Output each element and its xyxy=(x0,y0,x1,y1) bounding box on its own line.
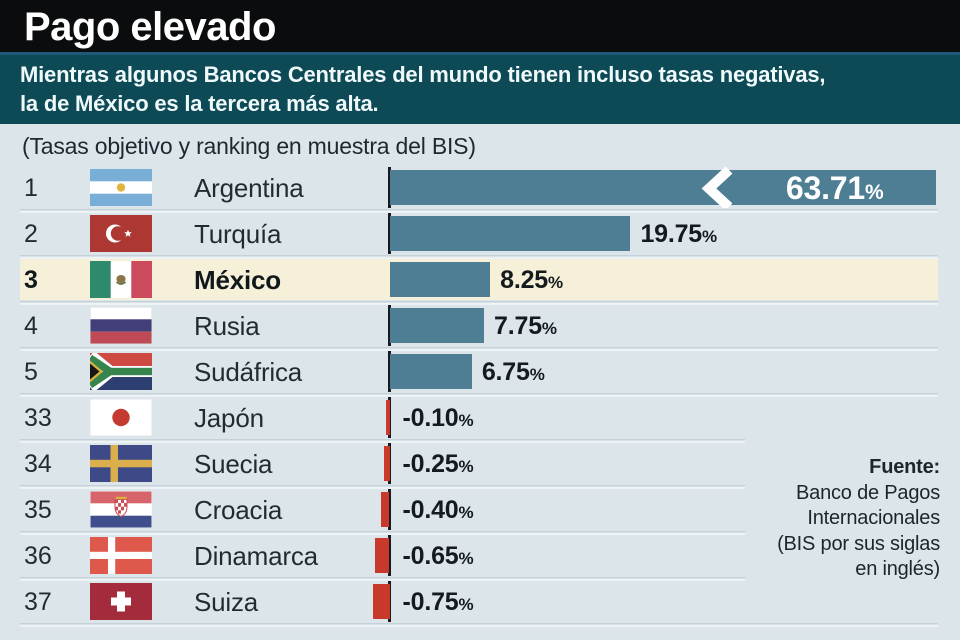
row-separator xyxy=(20,254,938,259)
denmark-flag-icon xyxy=(90,537,152,574)
value-label: -0.25% xyxy=(402,450,474,478)
value-bar: 63.71% xyxy=(389,166,936,211)
chart-row-argentina: 1 Argentina 63.71% xyxy=(0,166,960,213)
row-separator xyxy=(20,484,745,489)
source-line: en inglés) xyxy=(855,558,940,580)
value-label: 7.75% xyxy=(494,312,557,340)
rank-number: 4 xyxy=(24,312,38,340)
subtitle-line-2: la de México es la tercera más alta. xyxy=(20,91,379,116)
rank-number: 33 xyxy=(24,404,52,432)
rank-number: 1 xyxy=(24,174,38,202)
country-name: Turquía xyxy=(194,219,282,249)
subtitle-line-1: Mientras algunos Bancos Centrales del mu… xyxy=(20,62,826,87)
southafrica-flag-icon xyxy=(90,353,152,390)
value-bar xyxy=(386,400,390,435)
sweden-flag-icon xyxy=(90,445,152,482)
masthead: Pago elevado xyxy=(0,0,960,52)
row-separator xyxy=(20,346,938,351)
subtitle-band: Mientras algunos Bancos Centrales del mu… xyxy=(0,52,960,124)
source-line: (BIS por sus siglas xyxy=(777,532,940,555)
country-name: Suecia xyxy=(194,449,273,479)
rank-number: 34 xyxy=(24,450,52,478)
ranking-bar-chart: Fuente: Banco de Pagos Internacionales (… xyxy=(0,166,960,629)
turkey-flag-icon xyxy=(90,215,152,252)
russia-flag-icon xyxy=(90,307,152,344)
value-label: -0.10% xyxy=(402,404,474,432)
chart-row-rusia: 4 Rusia 7.75% xyxy=(0,305,960,351)
row-separator xyxy=(20,576,745,581)
value-label: -0.75% xyxy=(402,588,474,616)
value-bar xyxy=(380,492,390,527)
chart-row-sudáfrica: 5 Sudáfrica 6.75% xyxy=(0,351,960,397)
row-separator xyxy=(20,438,745,443)
bar-break-icon xyxy=(701,166,732,211)
rank-number: 37 xyxy=(24,588,52,616)
row-separator xyxy=(20,300,938,305)
country-name: México xyxy=(194,265,281,295)
row-separator xyxy=(20,530,745,535)
chart-note: (Tasas objetivo y ranking en muestra del… xyxy=(22,133,476,159)
chart-row-japón: 33 Japón -0.10% xyxy=(0,397,960,443)
mexico-flag-icon xyxy=(90,261,152,298)
value-bar xyxy=(384,446,390,481)
rank-number: 35 xyxy=(24,496,52,524)
country-name: Rusia xyxy=(194,311,260,341)
country-name: Argentina xyxy=(194,173,304,203)
rank-number: 2 xyxy=(24,220,38,248)
value-label: 8.25% xyxy=(500,266,563,294)
value-label: 6.75% xyxy=(481,358,545,386)
country-name: Croacia xyxy=(194,495,283,525)
chart-row-croacia: 35 Croacia -0.40% xyxy=(0,489,960,535)
row-separator xyxy=(20,392,938,397)
value-bar xyxy=(389,262,491,297)
switzerland-flag-icon xyxy=(90,583,152,620)
chart-row-suecia: 34 Suecia -0.25% xyxy=(0,443,960,489)
rank-number: 5 xyxy=(24,358,38,386)
chart-row-méxico: 3 México 8.25% xyxy=(0,259,960,305)
value-label: -0.65% xyxy=(402,542,474,570)
rank-number: 36 xyxy=(24,542,52,570)
argentina-flag-icon xyxy=(90,169,152,206)
rank-number: 3 xyxy=(24,266,38,294)
source-block: Fuente: Banco de Pagos Internacionales (… xyxy=(710,455,940,583)
chart-row-turquía: 2 Turquía 19.75% xyxy=(0,213,960,259)
source-line: Internacionales xyxy=(807,507,940,529)
value-label: -0.40% xyxy=(402,496,474,524)
row-separator xyxy=(20,208,938,213)
chart-row-dinamarca: 36 Dinamarca -0.65% xyxy=(0,535,960,581)
country-name: Suiza xyxy=(194,587,259,617)
chart-row-suiza: 37 Suiza -0.75% xyxy=(0,581,960,627)
value-label: 63.71% xyxy=(785,170,884,206)
source-line: Banco de Pagos xyxy=(796,481,940,504)
country-name: Japón xyxy=(194,403,264,433)
country-name: Dinamarca xyxy=(194,541,318,571)
page-title: Pago elevado xyxy=(24,5,276,49)
japan-flag-icon xyxy=(90,399,152,436)
value-bar xyxy=(373,584,390,619)
value-bar xyxy=(375,538,390,573)
value-bar xyxy=(389,216,631,251)
croatia-flag-icon xyxy=(90,491,152,528)
source-label: Fuente: xyxy=(869,456,940,478)
value-bar xyxy=(389,308,485,343)
country-name: Sudáfrica xyxy=(194,357,303,387)
value-label: 19.75% xyxy=(640,220,717,248)
row-separator xyxy=(20,622,938,627)
value-bar xyxy=(389,354,472,389)
